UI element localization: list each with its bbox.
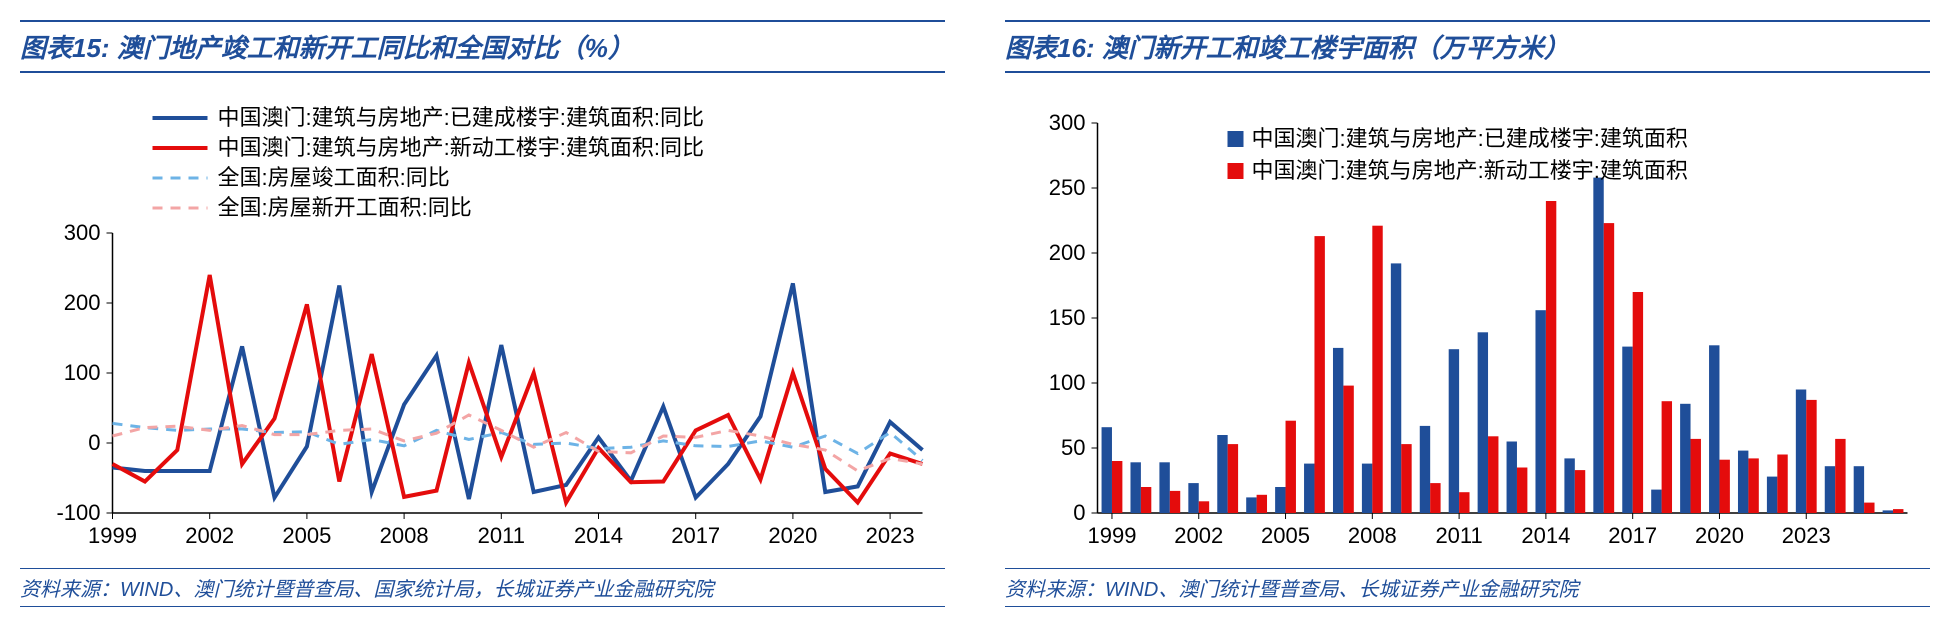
svg-text:2008: 2008 bbox=[380, 523, 429, 548]
svg-text:2011: 2011 bbox=[478, 523, 525, 548]
left-title-row: 图表15: 澳门地产竣工和新开工同比和全国对比（%） bbox=[20, 20, 945, 73]
svg-text:2005: 2005 bbox=[1261, 523, 1310, 548]
left-source: 资料来源：WIND、澳门统计暨普查局、国家统计局，长城证券产业金融研究院 bbox=[20, 579, 713, 601]
left-panel: 图表15: 澳门地产竣工和新开工同比和全国对比（%） -100 0 100 200 30… bbox=[20, 20, 945, 607]
svg-text:200: 200 bbox=[1049, 240, 1086, 265]
svg-text:150: 150 bbox=[1049, 305, 1086, 330]
right-source-row: 资料来源：WIND、澳门统计暨普查局、长城证券产业金融研究院 bbox=[1005, 568, 1930, 607]
right-bar-chart: 0 50 100 150 200 250 300 1999 2002 2005 2008 2011 20… bbox=[1005, 93, 1930, 553]
svg-text:2017: 2017 bbox=[671, 523, 720, 548]
svg-text:2002: 2002 bbox=[1174, 523, 1223, 548]
svg-text:2002: 2002 bbox=[185, 523, 234, 548]
svg-text:1999: 1999 bbox=[88, 523, 137, 548]
svg-text:300: 300 bbox=[1049, 110, 1086, 135]
svg-text:2011: 2011 bbox=[1435, 523, 1482, 548]
left-source-row: 资料来源：WIND、澳门统计暨普查局、国家统计局，长城证券产业金融研究院 bbox=[20, 568, 945, 607]
svg-text:0: 0 bbox=[88, 430, 100, 455]
svg-text:2014: 2014 bbox=[1521, 523, 1570, 548]
svg-text:2008: 2008 bbox=[1348, 523, 1397, 548]
svg-text:2014: 2014 bbox=[574, 523, 623, 548]
svg-text:中国澳门:建筑与房地产:新动工楼宇:建筑面积:同比: 中国澳门:建筑与房地产:新动工楼宇:建筑面积:同比 bbox=[218, 135, 704, 160]
svg-text:中国澳门:建筑与房地产:新动工楼宇:建筑面积: 中国澳门:建筑与房地产:新动工楼宇:建筑面积 bbox=[1252, 158, 1688, 183]
left-title: 图表15: 澳门地产竣工和新开工同比和全国对比（%） bbox=[20, 33, 634, 63]
svg-text:2020: 2020 bbox=[1695, 523, 1744, 548]
svg-text:2005: 2005 bbox=[282, 523, 331, 548]
svg-text:100: 100 bbox=[64, 360, 101, 385]
svg-text:全国:房屋新开工面积:同比: 全国:房屋新开工面积:同比 bbox=[218, 195, 472, 220]
svg-text:2023: 2023 bbox=[866, 523, 915, 548]
svg-text:2023: 2023 bbox=[1782, 523, 1831, 548]
right-source: 资料来源：WIND、澳门统计暨普查局、长城证券产业金融研究院 bbox=[1005, 579, 1578, 601]
svg-text:中国澳门:建筑与房地产:已建成楼宇:建筑面积: 中国澳门:建筑与房地产:已建成楼宇:建筑面积 bbox=[1252, 126, 1688, 151]
svg-text:全国:房屋竣工面积:同比: 全国:房屋竣工面积:同比 bbox=[218, 165, 450, 190]
svg-text:-100: -100 bbox=[56, 500, 100, 525]
svg-text:0: 0 bbox=[1073, 500, 1085, 525]
svg-text:250: 250 bbox=[1049, 175, 1086, 200]
svg-text:1999: 1999 bbox=[1087, 523, 1136, 548]
svg-text:50: 50 bbox=[1061, 435, 1085, 460]
svg-text:300: 300 bbox=[64, 220, 101, 245]
svg-text:2020: 2020 bbox=[768, 523, 817, 548]
right-title: 图表16: 澳门新开工和竣工楼宇面积（万平方米） bbox=[1005, 33, 1570, 63]
right-panel: 图表16: 澳门新开工和竣工楼宇面积（万平方米） 0 50 100 150 200 250… bbox=[1005, 20, 1930, 607]
right-title-row: 图表16: 澳门新开工和竣工楼宇面积（万平方米） bbox=[1005, 20, 1930, 73]
svg-text:200: 200 bbox=[64, 290, 101, 315]
svg-text:100: 100 bbox=[1049, 370, 1086, 395]
svg-text:中国澳门:建筑与房地产:已建成楼宇:建筑面积:同比: 中国澳门:建筑与房地产:已建成楼宇:建筑面积:同比 bbox=[218, 105, 704, 130]
left-line-chart: -100 0 100 200 300 1999 2002 2005 2008 2011 2014 20… bbox=[20, 93, 945, 553]
svg-text:2017: 2017 bbox=[1608, 523, 1657, 548]
